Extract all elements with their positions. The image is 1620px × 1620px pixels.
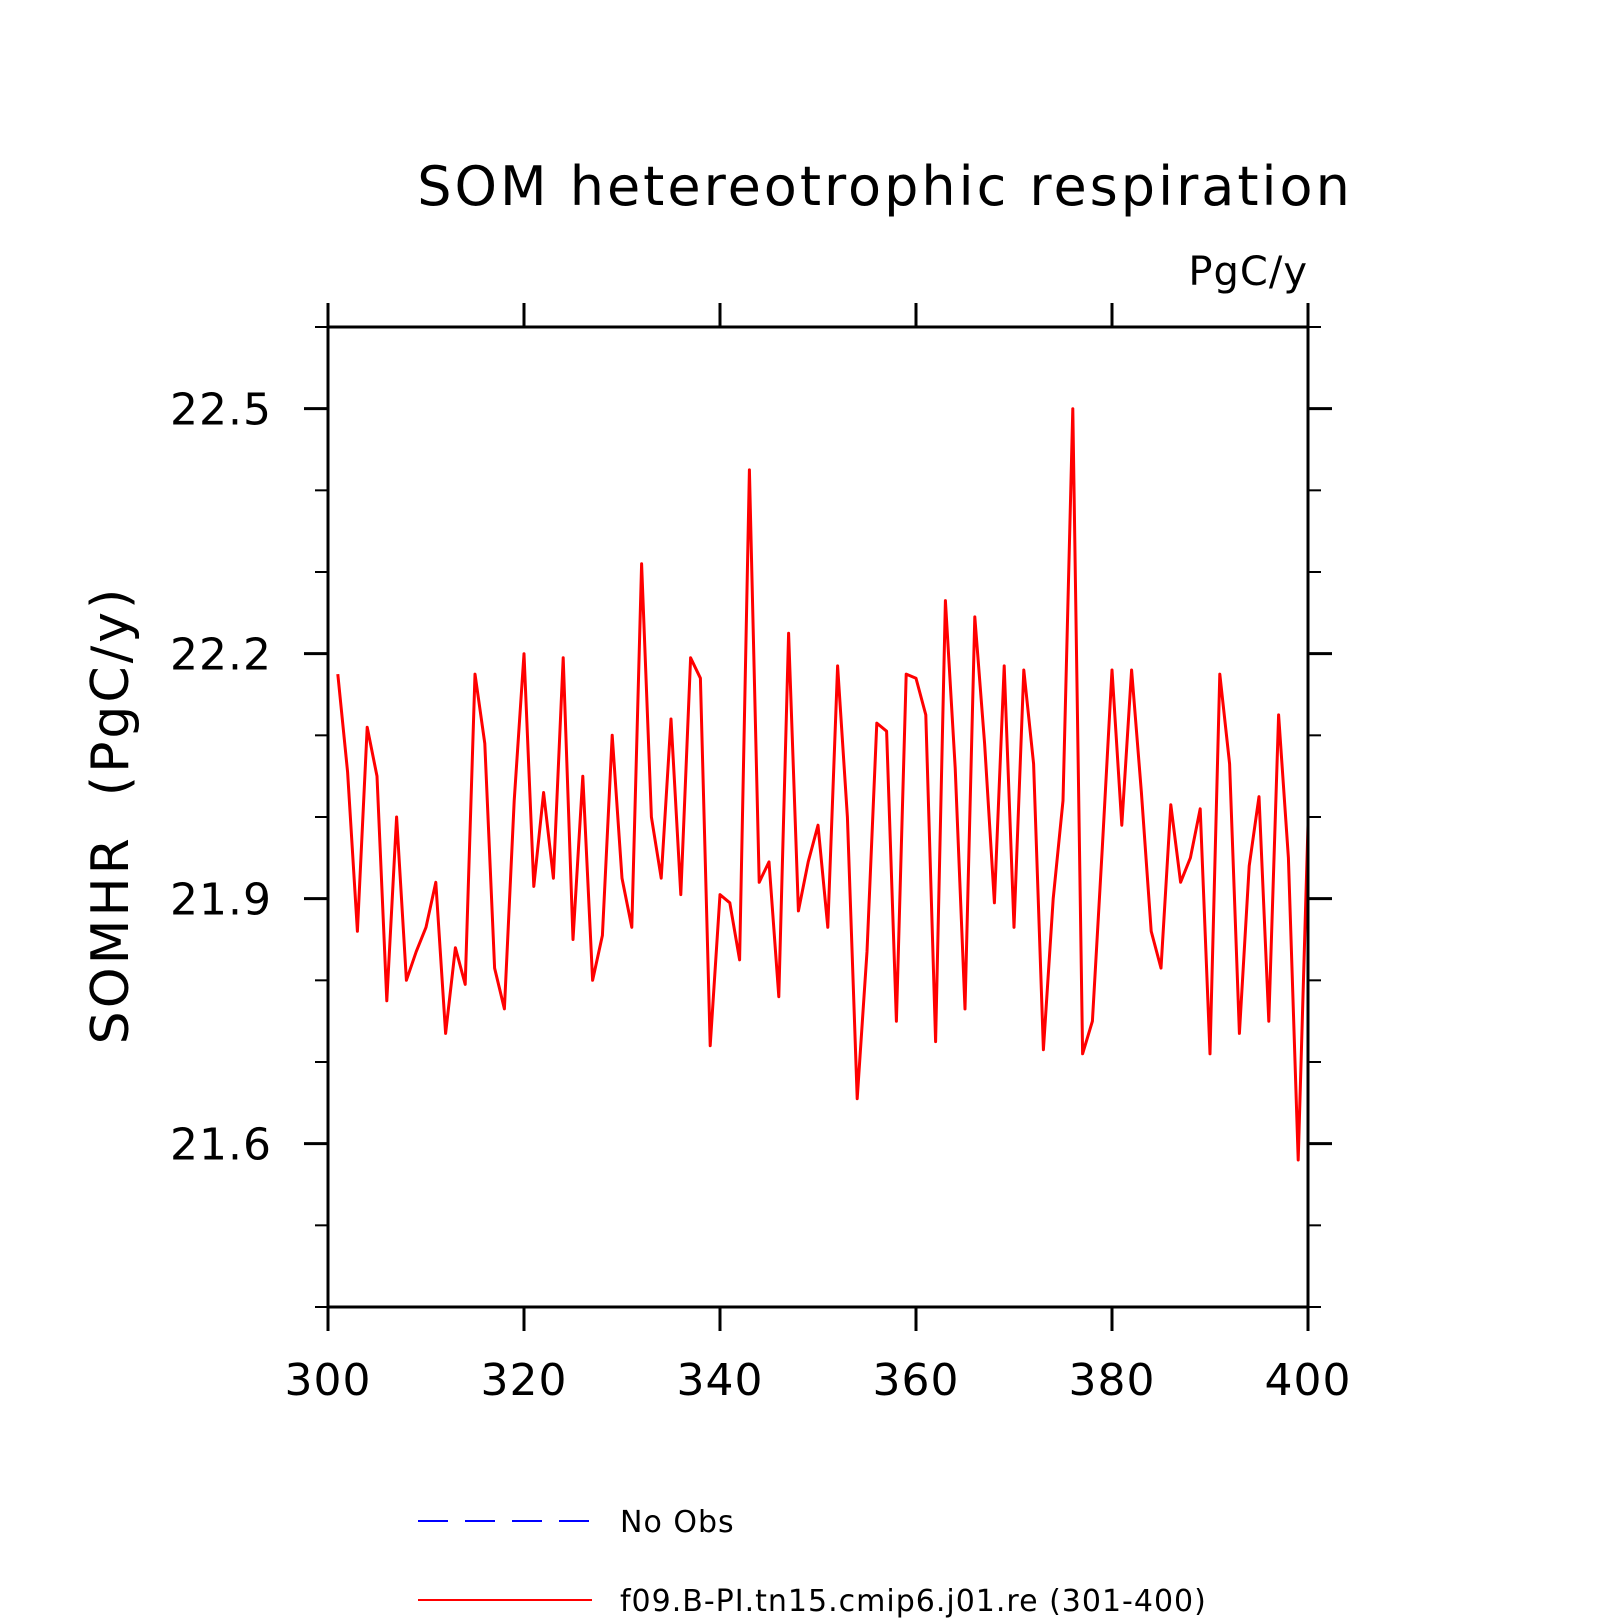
legend-label: No Obs xyxy=(620,1505,735,1540)
y-tick-label: 21.6 xyxy=(170,1120,272,1171)
y-tick-labels: 21.6 21.9 22.2 22.5 xyxy=(170,385,272,1171)
x-tick-label: 320 xyxy=(481,1355,568,1406)
x-tick-label: 380 xyxy=(1069,1355,1156,1406)
x-tick-label: 340 xyxy=(677,1355,764,1406)
y-tick-label: 22.2 xyxy=(170,630,272,681)
y-tick-label: 21.9 xyxy=(170,875,272,926)
series-line-1 xyxy=(336,407,1310,1162)
y-tick-label: 22.5 xyxy=(170,385,272,436)
x-tick-label: 360 xyxy=(873,1355,960,1406)
legend: No Obs f09.B-PI.tn15.cmip6.j01.re (301-40… xyxy=(418,1505,1207,1619)
legend-label: f09.B-PI.tn15.cmip6.j01.re (301-400) xyxy=(620,1584,1207,1619)
series-layer xyxy=(336,407,1310,1162)
axis-ticks xyxy=(304,303,1332,1331)
x-tick-label: 300 xyxy=(285,1355,372,1406)
plot-frame xyxy=(326,325,1310,1309)
y-axis-label: SOMHR (PgC/y) xyxy=(81,586,141,1045)
x-tick-label: 400 xyxy=(1265,1355,1352,1406)
x-tick-labels: 300 320 340 360 380 400 xyxy=(285,1355,1352,1406)
chart-title: SOM hetereotrophic respiration xyxy=(417,155,1353,218)
units-label: PgC/y xyxy=(1188,249,1308,295)
